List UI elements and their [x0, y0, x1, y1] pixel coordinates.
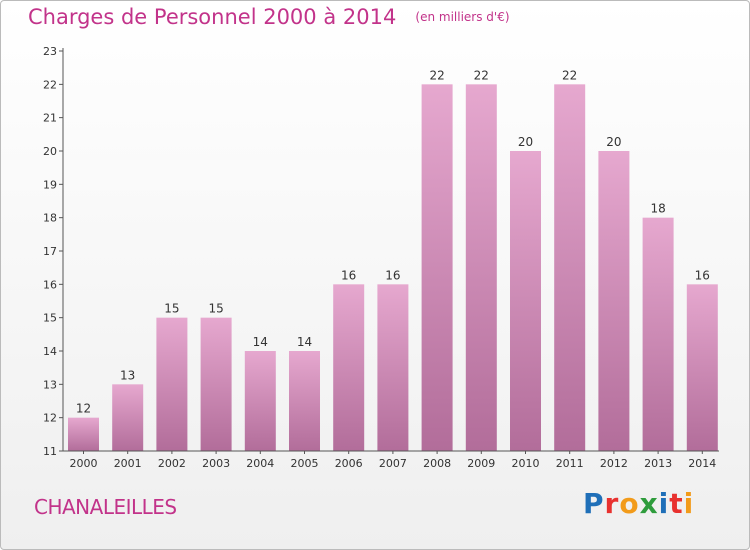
- bar-2009: [465, 84, 497, 451]
- data-label-2009: 22: [474, 68, 489, 82]
- data-label-2002: 15: [164, 302, 179, 316]
- bar-2005: [289, 351, 320, 451]
- x-tick-label-2006: 2006: [335, 457, 363, 470]
- bar-2014: [686, 284, 718, 451]
- data-label-2000: 12: [76, 402, 91, 416]
- proxiti-logo[interactable]: Proxiti: [583, 487, 694, 520]
- y-tick-label-17: 17: [43, 245, 57, 258]
- data-label-2007: 16: [385, 268, 400, 282]
- data-label-2008: 22: [429, 68, 444, 82]
- data-label-2014: 16: [695, 268, 710, 282]
- chart-unit-note: (en milliers d'€): [415, 10, 510, 24]
- logo-letter: o: [619, 487, 640, 520]
- x-tick-label-2014: 2014: [688, 457, 716, 470]
- bar-2008: [421, 84, 453, 451]
- bar-2012: [598, 151, 630, 451]
- y-tick-label-13: 13: [43, 378, 57, 391]
- bar-2007: [377, 284, 409, 451]
- x-tick-label-2013: 2013: [644, 457, 672, 470]
- bar-2011: [554, 84, 586, 451]
- bar-2003: [200, 317, 232, 451]
- y-tick-label-19: 19: [43, 178, 57, 191]
- bar-2013: [642, 217, 674, 451]
- data-label-2005: 14: [297, 335, 312, 349]
- y-tick-label-23: 23: [43, 45, 57, 58]
- x-tick-label-2011: 2011: [556, 457, 584, 470]
- y-tick-label-22: 22: [43, 78, 57, 91]
- x-tick-label-2003: 2003: [202, 457, 230, 470]
- data-label-2013: 18: [650, 202, 665, 216]
- logo-letter: r: [604, 487, 620, 520]
- x-tick-label-2005: 2005: [291, 457, 319, 470]
- x-tick-label-2002: 2002: [158, 457, 186, 470]
- data-label-2001: 13: [120, 368, 135, 382]
- data-label-2003: 15: [208, 302, 223, 316]
- x-tick-label-2000: 2000: [70, 457, 98, 470]
- y-tick-label-16: 16: [43, 278, 57, 291]
- y-tick-label-11: 11: [43, 445, 57, 458]
- logo-letter: i: [658, 487, 670, 520]
- logo-letter: x: [639, 487, 659, 520]
- y-tick-label-21: 21: [43, 112, 57, 125]
- commune-name: CHANALEILLES: [34, 495, 177, 519]
- bar-2000: [68, 417, 99, 451]
- logo-letter: P: [583, 487, 605, 520]
- x-tick-label-2010: 2010: [512, 457, 540, 470]
- data-label-2012: 20: [606, 135, 621, 149]
- y-tick-label-18: 18: [43, 212, 57, 225]
- x-tick-label-2009: 2009: [467, 457, 495, 470]
- data-label-2011: 22: [562, 68, 577, 82]
- data-label-2006: 16: [341, 268, 356, 282]
- x-tick-label-2007: 2007: [379, 457, 407, 470]
- x-tick-label-2001: 2001: [114, 457, 142, 470]
- bar-2004: [244, 351, 276, 451]
- logo-letter: i: [683, 487, 695, 520]
- data-label-2004: 14: [253, 335, 268, 349]
- bar-2010: [510, 151, 541, 451]
- bar-2002: [156, 317, 188, 451]
- chart-title: Charges de Personnel 2000 à 2014: [28, 5, 397, 29]
- y-tick-label-12: 12: [43, 412, 57, 425]
- bar-2006: [333, 284, 365, 451]
- bar-2001: [112, 384, 144, 451]
- y-tick-label-15: 15: [43, 312, 57, 325]
- y-tick-label-20: 20: [43, 145, 57, 158]
- x-tick-label-2004: 2004: [246, 457, 274, 470]
- logo-letter: t: [669, 487, 684, 520]
- x-tick-label-2012: 2012: [600, 457, 628, 470]
- data-label-2010: 20: [518, 135, 533, 149]
- y-tick-label-14: 14: [43, 345, 57, 358]
- chart-title-block: Charges de Personnel 2000 à 2014 (en mil…: [28, 5, 510, 29]
- x-tick-label-2008: 2008: [423, 457, 451, 470]
